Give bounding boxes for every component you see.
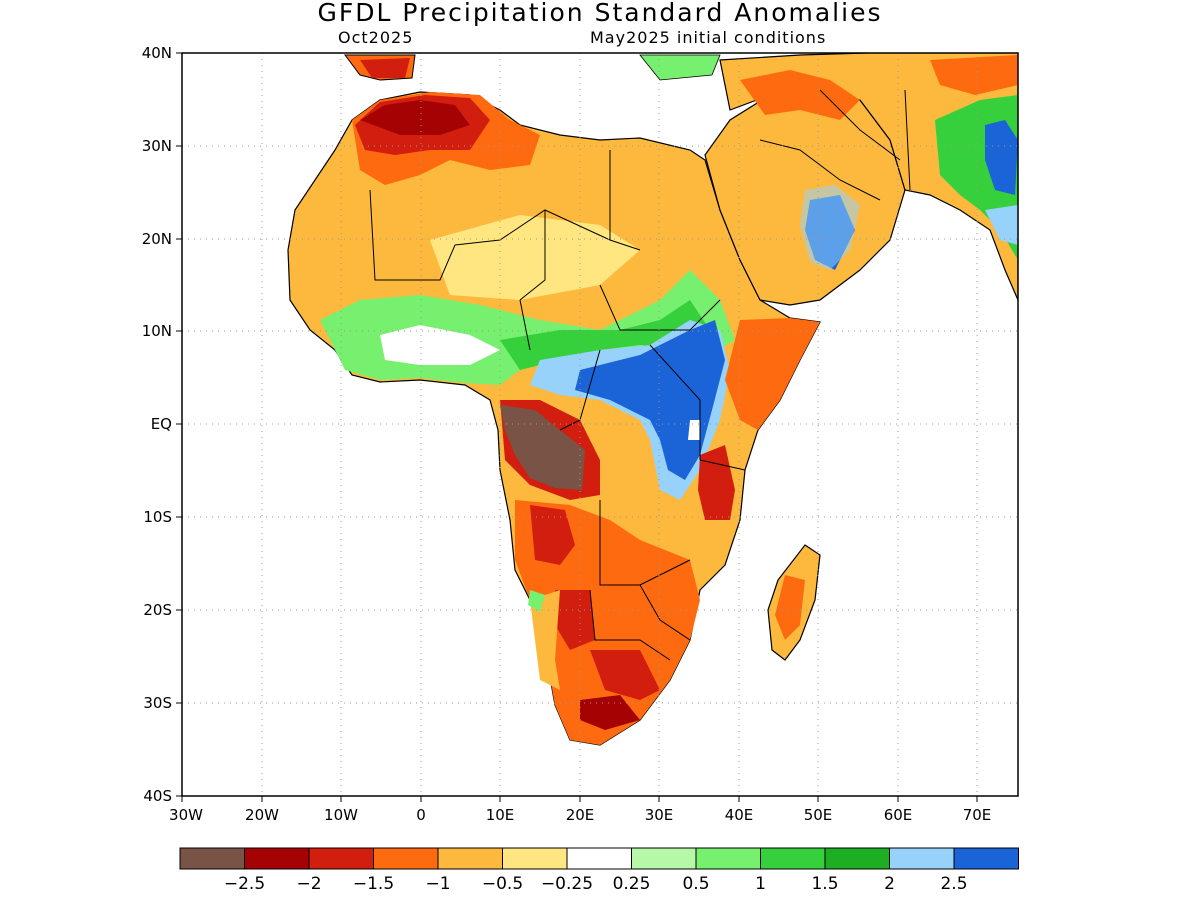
x-tick-label: 50E [804,806,833,824]
colorbar-label: 1 [755,874,766,894]
colorbar-swatch [889,847,955,870]
y-tick-label: 20N [142,230,172,248]
colorbar-label: 0.5 [682,874,709,894]
x-tick-label: 60E [884,806,913,824]
y-tick-label: 10S [143,508,172,526]
initial-conditions: May2025 initial conditions [590,28,827,47]
colorbar-label: −2 [296,874,321,894]
forecast-month: Oct2025 [338,28,414,47]
x-axis [181,796,978,802]
colorbar-label: −2.5 [224,874,265,894]
colorbar-swatch [437,847,503,870]
colorbar [179,847,1019,870]
x-tick-label: 30W [169,806,203,824]
y-tick-label: EQ [151,415,172,433]
colorbar-label: 2.5 [940,874,967,894]
colorbar-label: −1.5 [353,874,394,894]
country-borders [369,89,911,661]
colorbar-swatch [566,847,632,870]
x-tick-label: 0 [416,806,426,824]
y-tick-label: 30N [142,137,172,155]
x-tick-label: 30E [645,806,674,824]
colorbar-swatch [308,847,374,870]
colorbar-swatch [244,847,310,870]
colorbar-swatch [824,847,890,870]
angola-dry-patch [500,405,585,490]
x-tick-label: 10W [324,806,358,824]
colorbar-swatch [760,847,826,870]
colorbar-label: 1.5 [811,874,838,894]
colorbar-swatch [179,847,245,870]
colorbar-swatch [502,847,568,870]
colorbar-label: −0.5 [482,874,523,894]
colorbar-labels: −2.5 −2 −1.5 −1 −0.5 −0.25 0.25 0.5 1 1.5 2 2.5 [224,874,968,894]
y-axis [176,52,182,797]
y-tick-label: 20S [143,601,172,619]
colorbar-label: 0.25 [613,874,651,894]
y-tick-label: 10N [142,322,172,340]
colorbar-swatch [373,847,439,870]
x-tick-label: 10E [486,806,515,824]
colorbar-label: −1 [425,874,450,894]
x-tick-label: 70E [963,806,992,824]
colorbar-swatch [631,847,697,870]
x-tick-label: 40E [725,806,754,824]
x-tick-label: 20W [245,806,279,824]
x-tick-label: 20E [566,806,595,824]
y-tick-label: 40S [143,787,172,805]
y-tick-label: 40N [142,44,172,62]
colorbar-label: 2 [884,874,895,894]
chart-title: GFDL Precipitation Standard Anomalies [317,0,883,27]
colorbar-label: −0.25 [541,874,593,894]
colorbar-swatch [695,847,761,870]
gridlines [182,53,1018,796]
colorbar-swatch [953,847,1019,870]
y-tick-label: 30S [143,694,172,712]
anomaly-field [287,53,1018,746]
